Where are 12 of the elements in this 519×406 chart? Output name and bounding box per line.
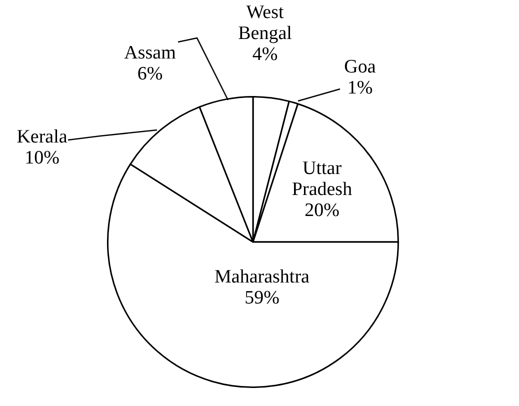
- slice-label: Goa: [344, 56, 376, 78]
- slice-label: Maharashtra: [214, 266, 310, 288]
- data-label: 6%: [137, 63, 163, 84]
- data-label: 4%: [252, 44, 278, 65]
- slice-label: Assam: [124, 42, 176, 64]
- data-label: 20%: [304, 200, 340, 221]
- data-label: 59%: [244, 287, 280, 308]
- slice-label: West Bengal: [238, 2, 292, 44]
- data-label: 10%: [24, 147, 60, 168]
- slice-label: Kerala: [16, 126, 68, 148]
- slice-label: Uttar Pradesh: [292, 158, 353, 200]
- data-label: 1%: [347, 77, 373, 98]
